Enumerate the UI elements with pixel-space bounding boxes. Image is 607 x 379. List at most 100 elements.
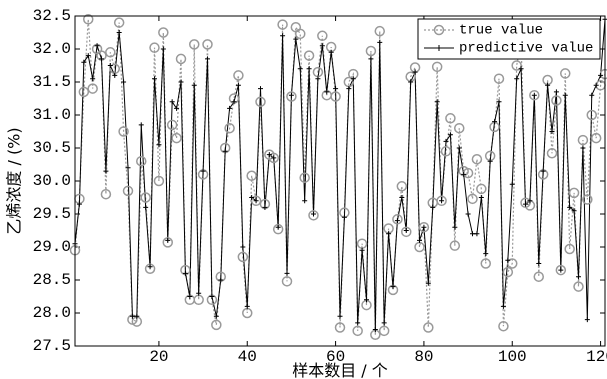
x-tick-label: 60: [326, 348, 345, 366]
true-value-point: [277, 19, 288, 30]
predictive-value-point: [478, 195, 484, 200]
predictive-value-point: [553, 89, 559, 95]
true-value-point: [233, 70, 244, 81]
predictive-value-point: [271, 155, 277, 161]
predictive-value-point: [359, 247, 365, 253]
predictive-value-point: [324, 89, 330, 95]
true-value-point: [118, 126, 129, 137]
predictive-value-point: [425, 280, 431, 286]
true-value-point: [378, 325, 390, 337]
predictive-value-point: [196, 290, 202, 296]
y-tick-label: 32.0: [33, 40, 71, 58]
true-value-point: [401, 226, 412, 238]
true-value-point: [564, 243, 575, 255]
predictive-value-point: [408, 79, 414, 85]
predictive-value-point: [129, 313, 135, 319]
true-value-point: [493, 73, 505, 84]
true-value-point: [436, 195, 447, 207]
predictive-value-point: [483, 251, 489, 257]
x-axis-title: 样本数目 / 个: [292, 361, 388, 379]
true-value-point: [560, 68, 571, 79]
true-value-point: [529, 89, 540, 101]
predictive-value-point: [134, 313, 140, 319]
predictive-value-point: [125, 165, 131, 171]
predictive-value-point: [103, 168, 109, 174]
predictive-value-point: [341, 214, 347, 220]
true-value-point: [78, 86, 90, 98]
predictive-value-point: [394, 218, 400, 224]
predictive-value-point: [500, 303, 506, 309]
predictive-value-point: [430, 204, 436, 210]
predictive-value-point: [284, 270, 290, 276]
y-tick-label: 31.0: [33, 106, 71, 124]
series-layer: [69, 14, 607, 341]
y-tick-label: 29.5: [33, 205, 71, 223]
predictive-value-point: [81, 59, 87, 65]
predictive-value-point: [293, 36, 299, 42]
true-value-point: [317, 30, 328, 42]
legend-box: [417, 18, 601, 60]
predictive-value-point: [165, 237, 171, 243]
predictive-value-point: [474, 231, 480, 237]
predictive-value-point: [377, 39, 383, 45]
predictive-value-point: [589, 92, 595, 98]
true-value-point: [250, 195, 262, 207]
predictive-value-point: [187, 294, 193, 299]
predictive-value-point: [200, 168, 206, 174]
true-value-point: [171, 132, 182, 144]
predictive-value-point: [280, 33, 286, 39]
predictive-value-point: [328, 49, 334, 55]
y-tick-label: 32.5: [33, 7, 71, 25]
y-axis-title: 乙烯浓度 / (%): [5, 127, 24, 234]
true-value-point: [308, 210, 319, 221]
predictive-value-point: [456, 145, 462, 151]
predictive-value-point: [509, 181, 515, 187]
predictive-value-point: [311, 211, 316, 217]
predictive-value-point: [390, 284, 396, 290]
true-value-point: [573, 281, 584, 292]
true-value-point: [295, 28, 306, 40]
predictive-value-point: [576, 274, 581, 280]
predictive-value-point: [571, 208, 577, 214]
true-value-point: [590, 132, 602, 144]
predictive-value-point: [121, 79, 127, 85]
predictive-value-point: [302, 198, 308, 204]
true-value-point: [507, 258, 518, 269]
predictive-value-point: [412, 69, 418, 75]
predictive-value-point: [518, 66, 524, 72]
y-tick-label: 29.0: [33, 238, 71, 256]
true-value-point: [122, 185, 134, 197]
true-value-point: [449, 240, 461, 251]
predictive-value-point: [107, 63, 113, 68]
predictive-value-point: [138, 122, 144, 128]
predictive-value-point: [562, 92, 568, 98]
true-value-point: [392, 214, 403, 225]
predictive-value-point: [222, 148, 228, 154]
x-tick-label: 120: [586, 348, 607, 366]
predictive-value-point: [447, 132, 453, 138]
predictive-value-point: [452, 224, 458, 230]
predictive-value-point: [258, 86, 263, 92]
predictive-value-point: [266, 152, 272, 158]
true-value-point: [471, 153, 483, 165]
true-value-point: [211, 319, 222, 331]
predictive-value-point: [209, 294, 215, 299]
true-value-point: [586, 109, 597, 121]
predictive-value-point: [386, 231, 392, 237]
predictive-value-point: [545, 82, 551, 88]
predictive-value-point: [368, 56, 374, 62]
predictive-value-point: [112, 72, 118, 78]
series-line-true-value: [74, 19, 606, 335]
predictive-value-point: [536, 261, 542, 266]
true-value-point: [445, 113, 456, 124]
predictive-value-point: [231, 99, 237, 105]
true-value-point: [396, 181, 408, 192]
true-value-point: [498, 320, 509, 332]
predictive-value-point: [487, 158, 493, 164]
true-value-point: [352, 325, 363, 337]
predictive-value-point: [443, 138, 449, 144]
predictive-value-point: [470, 231, 475, 237]
predictive-value-point: [399, 195, 405, 200]
y-tick-label: 27.5: [33, 337, 71, 355]
